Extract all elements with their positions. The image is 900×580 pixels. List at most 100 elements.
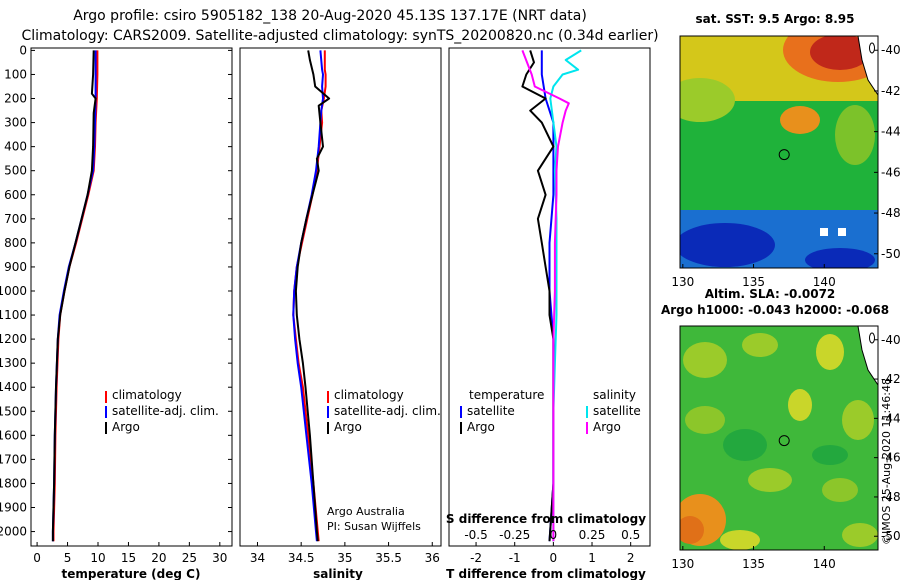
depth-tick-label: 1200 (0, 332, 27, 346)
map-y-tick-label: -44 (881, 411, 900, 425)
sla-high (842, 400, 874, 440)
temperature-plot-frame (30, 47, 233, 547)
map-y-tick-label: -48 (881, 206, 900, 220)
x-tick-label: -2 (470, 551, 482, 565)
depth-tick-label: 1100 (0, 308, 27, 322)
depth-tick-label: 1600 (0, 428, 27, 442)
sla-high (842, 523, 878, 547)
sst-mid-west (680, 78, 735, 122)
depth-tick-label: 2000 (0, 525, 27, 539)
x-tick-label: 20 (151, 551, 166, 565)
sla-map-subtitle: Argo h1000: -0.043 h2000: -0.068 (661, 303, 889, 317)
salinity-x-ticks: 34 34.5 35 35.5 36 (250, 542, 440, 565)
legend-satellite-label: satellite-adj. clim. (112, 404, 219, 418)
sst-map-x-ticks: 130 135 140 (671, 264, 836, 289)
x-tick-label: 2 (627, 551, 635, 565)
salinity-argo-line (294, 50, 331, 542)
x-tick-label: 10 (90, 551, 105, 565)
legend-t-argo-label: Argo (467, 420, 495, 434)
map-y-tick-label: -42 (881, 84, 900, 98)
depth-tick-label: 500 (4, 164, 27, 178)
sla-low (723, 429, 767, 461)
legend-argo-label: Argo (334, 420, 362, 434)
sst-mid-east (835, 105, 875, 165)
sst-heatmap (680, 36, 878, 268)
sla-high (748, 468, 792, 492)
map-x-tick-label: 130 (671, 275, 694, 289)
depth-tick-label: 200 (4, 92, 27, 106)
map-y-tick-label: -40 (881, 333, 900, 347)
x-tick-label: 15 (121, 551, 136, 565)
depth-tick-label: 1800 (0, 476, 27, 490)
profile-location-marker (778, 149, 790, 161)
depth-tick-label: 800 (4, 236, 27, 250)
depth-tick-label: 600 (4, 188, 27, 202)
map-y-tick-label: -50 (881, 529, 900, 543)
depth-tick-label: 100 (4, 67, 27, 81)
s-difference-axis-label: S difference from climatology (446, 512, 646, 526)
legend-s-satellite-label: satellite (593, 404, 641, 418)
difference-panel: -2 -1 0 1 2 -0.5 -0.25 0 0.25 0.5 S difference f… (446, 47, 651, 580)
header-line-2: Climatology: CARS2009. Satellite-adjuste… (21, 28, 658, 44)
map-x-tick-label: 135 (742, 275, 765, 289)
sla-high (742, 333, 778, 357)
depth-axis-ticks: 0 100 200 300 400 500 600 700 800 900 1000 1100 1200… (0, 43, 453, 539)
depth-tick-label: 1500 (0, 404, 27, 418)
x-tick-label: 0 (550, 551, 558, 565)
sst-cold-core-east (805, 248, 875, 268)
t-difference-x-ticks: -2 -1 0 1 2 (470, 542, 634, 565)
map-x-tick-label: 140 (813, 557, 836, 571)
sla-high-core (680, 516, 704, 544)
sla-heatmap (680, 326, 878, 550)
x-tick-label: 0 (550, 528, 558, 542)
depth-tick-label: 1400 (0, 380, 27, 394)
legend-t-satellite-label: satellite (467, 404, 515, 418)
salinity-panel: 34 34.5 35 35.5 36 salinity climatology sate… (239, 47, 442, 580)
sst-cold-core-west (680, 223, 775, 267)
depth-tick-label: 400 (4, 140, 27, 154)
x-tick-label: -0.25 (499, 528, 530, 542)
map-x-tick-label: 130 (671, 557, 694, 571)
depth-tick-label: 1900 (0, 501, 27, 515)
t-difference-axis-label: T difference from climatology (446, 567, 646, 580)
x-tick-label: 0.5 (621, 528, 640, 542)
temperature-legend: climatology satellite-adj. clim. Argo (105, 388, 219, 434)
legend-temperature-title: temperature (469, 388, 544, 402)
island (869, 332, 875, 344)
depth-tick-label: 700 (4, 212, 27, 226)
x-tick-label: -0.5 (464, 528, 487, 542)
credit-argo-australia: Argo Australia (327, 505, 405, 518)
salinity-plot-frame (239, 47, 442, 547)
sla-map-frame (679, 325, 879, 551)
s-difference-x-ticks: -0.5 -0.25 0 0.25 0.5 (464, 528, 640, 542)
depth-tick-label: 300 (4, 116, 27, 130)
legend-climatology-label: climatology (334, 388, 404, 402)
sla-high (685, 406, 725, 434)
map-y-tick-label: -50 (881, 247, 900, 261)
salinity-legend: climatology satellite-adj. clim. Argo (327, 388, 441, 434)
map-y-tick-label: -42 (881, 372, 900, 386)
difference-lines (521, 49, 582, 542)
temperature-axis-label: temperature (deg C) (62, 567, 201, 580)
x-tick-label: 5 (64, 551, 72, 565)
depth-tick-label: 1000 (0, 284, 27, 298)
sst-map-panel: sat. SST: 9.5 Argo: 8.95 130 135 140 -40 -4… (671, 12, 900, 289)
legend-argo-label: Argo (112, 420, 140, 434)
depth-tick-label: 1700 (0, 452, 27, 466)
x-tick-label: 1 (588, 551, 596, 565)
sla-high (720, 530, 760, 550)
map-y-tick-label: -40 (881, 43, 900, 57)
salinity-lines (292, 50, 331, 542)
map-x-tick-label: 140 (813, 275, 836, 289)
sst-map-title: sat. SST: 9.5 Argo: 8.95 (695, 12, 854, 26)
legend-climatology-label: climatology (112, 388, 182, 402)
sla-map-title: Altim. SLA: -0.0072 (705, 287, 836, 301)
header-line-1: Argo profile: csiro 5905182_138 20-Aug-2… (73, 8, 587, 24)
sst-warm-eddy (780, 106, 820, 134)
legend-salinity-title: salinity (593, 388, 636, 402)
map-y-tick-label: -44 (881, 125, 900, 139)
temperature-x-ticks: 0 5 10 15 20 25 30 (33, 542, 227, 565)
x-tick-label: 34.5 (288, 551, 315, 565)
x-tick-label: -1 (509, 551, 521, 565)
temperature-argo-line (51, 50, 97, 542)
